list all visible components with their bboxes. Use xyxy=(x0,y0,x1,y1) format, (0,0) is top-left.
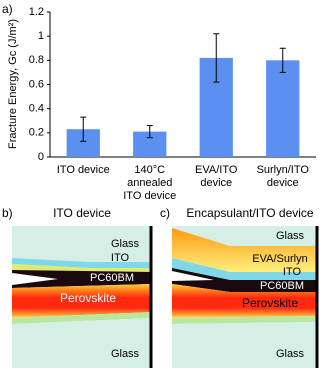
perovskite-layer xyxy=(172,284,318,318)
layer-label: Glass xyxy=(111,238,140,250)
layer-label: Glass xyxy=(111,348,140,360)
layer-label: Glass xyxy=(276,348,305,360)
y-tick-label: 1.2 xyxy=(29,6,44,18)
diagram-title: ITO device xyxy=(53,206,111,220)
x-tick-label-line: device xyxy=(267,177,299,189)
y-tick-label: 0.6 xyxy=(29,78,44,90)
encapsulant-layer xyxy=(172,228,318,272)
layer-label: EVA/Surlyn xyxy=(252,253,307,265)
perovskite-layer xyxy=(12,284,152,318)
layer-label: PC60BM xyxy=(260,280,304,292)
pcbm-layer xyxy=(12,270,152,288)
layer-label: Perovskite xyxy=(60,291,116,305)
panel-label: c) xyxy=(160,206,170,220)
layer-label: Glass xyxy=(276,230,305,242)
x-tick-label: EVA/ITO device xyxy=(195,164,238,189)
y-tick-label: 0.2 xyxy=(29,127,44,139)
panel-label: b) xyxy=(2,206,13,220)
y-tick-label: 0.8 xyxy=(29,54,44,66)
x-tick-label-line: ITO device xyxy=(57,164,110,176)
x-tick-label-line: EVA/ITO xyxy=(195,164,238,176)
layer-label: Perovskite xyxy=(242,296,298,310)
interlayer xyxy=(12,312,152,324)
interlayer xyxy=(172,316,318,324)
pcbm-layer xyxy=(172,268,318,292)
crack xyxy=(172,271,214,281)
ito-layer xyxy=(12,258,152,268)
x-tick-label-line: device xyxy=(200,177,232,189)
layer-label: ITO xyxy=(283,266,302,278)
ito-layer xyxy=(172,258,318,280)
glass-layer xyxy=(172,322,318,368)
glass-layer xyxy=(12,318,152,368)
glass-layer xyxy=(172,226,318,246)
x-tick-label-line: ITO device xyxy=(123,190,176,202)
crack xyxy=(12,273,58,285)
y-tick-label: 0.4 xyxy=(29,103,44,115)
x-tick-label: ITO device xyxy=(57,164,110,176)
bar xyxy=(266,60,300,158)
x-tick-label: Surlyn/ITO device xyxy=(257,164,310,189)
panel-label: a) xyxy=(2,2,13,16)
diagram-b: b) ITO device Glass ITO PC60BM Perovskit… xyxy=(2,206,153,368)
y-tick-label: 1 xyxy=(38,30,44,42)
x-tick-label: 140°C annealed ITO device xyxy=(123,164,176,202)
y-tick-label: 0 xyxy=(38,151,44,163)
layer-label: PC60BM xyxy=(90,272,134,284)
diagram-title: Encapsulant/ITO device xyxy=(186,206,314,220)
diagram-c: c) Encapsulant/ITO device Glass EVA/Surl… xyxy=(160,206,319,368)
x-tick-label-line: annealed xyxy=(127,177,172,189)
x-tick-label-line: 140°C xyxy=(134,164,165,176)
layer-label: ITO xyxy=(111,252,130,264)
interlayer xyxy=(12,264,152,272)
x-tick-label-line: Surlyn/ITO xyxy=(257,164,310,176)
y-axis-label: Fracture Energy, Gc (J/m²) xyxy=(7,19,19,149)
glass-layer xyxy=(12,226,152,262)
